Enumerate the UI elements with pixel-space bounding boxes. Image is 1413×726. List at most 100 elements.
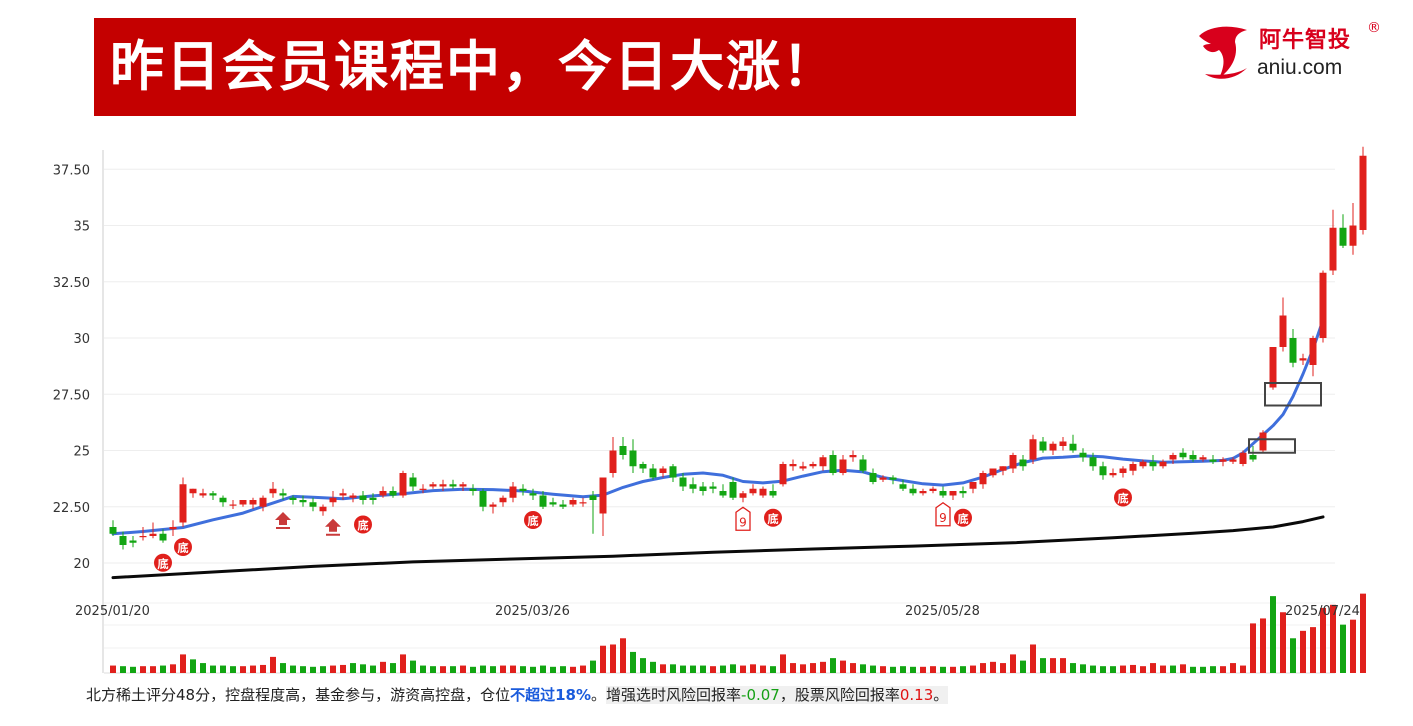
volume-bar [650,661,656,673]
volume-bar [340,664,346,673]
volume-bar [410,660,416,673]
candle-body [1249,455,1257,460]
candle-body [669,466,677,478]
candle-body [769,491,777,496]
candle-body [1029,439,1037,460]
candle-body [939,491,947,496]
candle-body [1359,155,1367,230]
candle-body [959,491,967,494]
bottom-signal-label: 底 [358,518,369,532]
candle-body [779,464,787,485]
volume-bar [1290,638,1296,673]
volume-bar [760,665,766,673]
bottom-signal-marker [154,553,172,572]
volume-bar [830,658,836,673]
bottom-signal-label: 底 [528,514,539,528]
volume-bar [570,666,576,673]
volume-bar [260,664,266,673]
volume-bar [920,666,926,673]
volume-bar [1170,665,1176,673]
volume-bar [1120,665,1126,673]
candle-body [469,488,477,491]
grid-lines [104,168,1335,674]
candle-body [429,484,437,487]
candle-body [119,536,127,545]
volume-bar [950,666,956,673]
volume-bar [1300,630,1306,673]
candle-body [159,533,167,541]
volume-bar [440,666,446,673]
volume-bar [1350,619,1356,673]
volume-bar [1320,607,1326,673]
candle-body [649,468,657,478]
volume-bar [1010,654,1016,673]
candle-body [519,488,527,491]
volume-bar [1260,618,1266,673]
volume-bar [1220,666,1226,673]
candle-body [279,493,287,496]
y-tick-label: 30 [73,332,90,347]
volume-bar [140,666,146,673]
y-tick-label: 22.50 [53,501,90,516]
candle-body [409,477,417,487]
footer-note: 北方稀土评分48分，控盘程度高，基金参与，游资高控盘，仓位不超过18%。增强选时… [86,684,949,706]
volume-bar [1090,665,1096,673]
volume-bar [700,665,706,673]
volume-bar [900,666,906,673]
candle-body [1039,441,1047,451]
volume-bar [690,665,696,673]
candle-body [1239,452,1247,464]
candle-body [789,464,797,467]
candle-body [679,477,687,487]
stock-chart: 37.503532.503027.502522.5020 底底底底 9 底 9 底底 2… [53,146,1367,674]
candle-body [579,502,587,504]
candle-body [879,477,887,480]
candle-body [819,457,827,467]
volume-bar [990,661,996,673]
volume-bar [590,660,596,673]
candle-body [589,495,597,500]
candle-body [1169,455,1177,460]
volume-bar [930,666,936,673]
volume-bar [1190,666,1196,673]
candle-body [1289,338,1297,363]
volume-bar [180,654,186,673]
volume-bar [120,666,126,673]
volume-bar [980,663,986,673]
highlight-box [1248,438,1296,454]
logo-registered-mark: ® [1367,20,1381,36]
candle-body [809,464,817,467]
candle-body [1259,432,1267,451]
title-banner: 昨日会员课程中，今日大涨！ [94,18,1076,116]
bottom-signal-marker [354,515,372,534]
volume-bar [1360,593,1366,673]
moving-averages [111,318,1325,580]
candle-body [629,450,637,467]
candle-body [229,504,237,506]
x-tick-label: 2025/03/26 [495,604,570,619]
candle-body [839,459,847,473]
candle-body [309,502,317,507]
position-limit: 不超过18% [510,686,591,704]
candle-body [1159,461,1167,467]
timing-risk-return: -0.07 [741,686,780,704]
candle-body [1189,455,1197,460]
nine-signal-marker [735,506,751,531]
y-tick-label: 32.50 [53,276,90,291]
volume-bar [160,665,166,673]
volume-bar [310,666,316,673]
candle-body [1079,452,1087,458]
volume-bar [1030,644,1036,673]
candle-body [869,473,877,482]
candle-body [179,484,187,523]
volume-bar [550,666,556,673]
volume-bar [370,665,376,673]
candle-body [899,484,907,489]
volume-bar [890,666,896,673]
up-arrow-base [326,533,340,536]
candle-body [979,473,987,485]
volume-bar [450,666,456,673]
candle-body [509,486,517,498]
volume-bar [1310,627,1316,673]
volume-bar [1080,664,1086,673]
